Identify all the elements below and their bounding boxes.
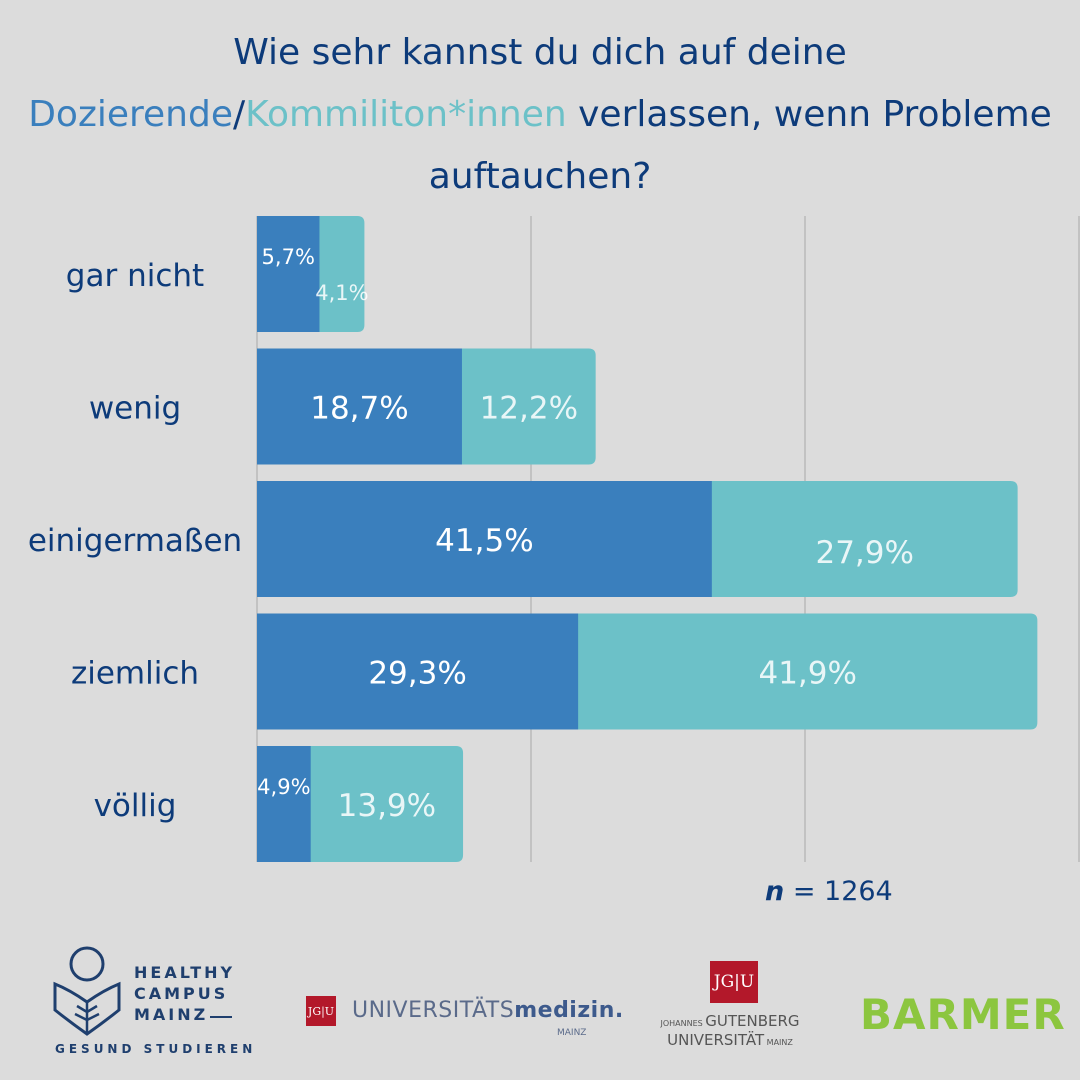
bar-dozierende-3 <box>257 613 579 730</box>
bar-dozierende-1 <box>257 348 462 465</box>
title-separator: / <box>232 94 246 135</box>
bar-dozierende-4 <box>257 746 311 862</box>
sample-size-symbol: n <box>765 876 785 907</box>
um-name-bold: medizin. <box>514 998 624 1023</box>
category-label-4: völlig <box>94 788 177 824</box>
category-label-3: ziemlich <box>71 656 199 692</box>
jgu-name-gutenberg: GUTENBERG <box>705 1012 800 1030</box>
data-label-kommilitoninnen-3: 41,9% <box>758 656 856 692</box>
data-label-kommilitoninnen-4: 13,9% <box>338 788 436 824</box>
sample-size: n = 1264 <box>765 876 893 907</box>
title-line-2-rest: verlassen, wenn Probleme <box>566 94 1052 135</box>
data-label-dozierende-1: 18,7% <box>310 391 408 427</box>
healthy-campus-line-1: HEALTHY <box>134 963 236 982</box>
jgu-name-universitaet: UNIVERSITÄT <box>667 1031 765 1049</box>
jgu-name: JOHANNES GUTENBERG UNIVERSITÄT MAINZ <box>630 1013 830 1051</box>
um-city: MAINZ <box>557 1028 587 1038</box>
data-label-kommilitoninnen-1: 12,2% <box>480 391 578 427</box>
healthy-campus-line-2: CAMPUS <box>134 984 229 1003</box>
jgu-logo-icon: JG|U <box>710 961 758 1003</box>
bar-dozierende-2 <box>257 481 712 597</box>
data-label-dozierende-2: 41,5% <box>435 523 533 559</box>
healthy-campus-logo-icon <box>53 946 121 1036</box>
title-line-3: auftauchen? <box>428 156 652 197</box>
category-label-2: einigermaßen <box>28 523 242 559</box>
title-kommilitoninnen: Kommiliton*innen <box>245 94 567 135</box>
um-name-plain: UNIVERSITÄTS <box>352 998 515 1023</box>
jgu-name-small-2: MAINZ <box>764 1038 793 1047</box>
category-label-0: gar nicht <box>66 258 204 294</box>
healthy-campus-line-3: MAINZ <box>134 1005 209 1024</box>
healthy-campus-underline <box>210 1016 232 1018</box>
title-dozierende: Dozierende <box>28 94 233 135</box>
data-label-dozierende-4: 4,9% <box>257 775 310 799</box>
bar-dozierende-0 <box>257 216 320 332</box>
healthy-campus-name: HEALTHY CAMPUS MAINZ <box>134 962 235 1025</box>
category-label-1: wenig <box>89 391 181 427</box>
data-label-dozierende-0: 5,7% <box>262 245 315 269</box>
um-name: UNIVERSITÄTSmedizin. <box>352 998 624 1023</box>
data-label-kommilitoninnen-0: 4,1% <box>315 281 368 305</box>
data-label-kommilitoninnen-2: 27,9% <box>815 535 913 571</box>
data-label-dozierende-3: 29,3% <box>368 656 466 692</box>
title-line-2: Dozierende/Kommiliton*innen verlassen, w… <box>0 84 1080 146</box>
healthy-campus-subtitle: GESUND STUDIEREN <box>55 1042 257 1056</box>
barmer-logo: BARMER <box>860 990 1066 1039</box>
jgu-name-small-1: JOHANNES <box>660 1019 706 1028</box>
jgu-name-line-2: UNIVERSITÄT MAINZ <box>630 1032 830 1051</box>
um-jgu-logo-icon: JG|U <box>306 996 336 1026</box>
jgu-name-line-1: JOHANNES GUTENBERG <box>630 1013 830 1032</box>
chart-title: Wie sehr kannst du dich auf deine Dozier… <box>0 22 1080 208</box>
sample-size-value: = 1264 <box>784 876 893 907</box>
title-line-1: Wie sehr kannst du dich auf deine <box>233 32 847 73</box>
